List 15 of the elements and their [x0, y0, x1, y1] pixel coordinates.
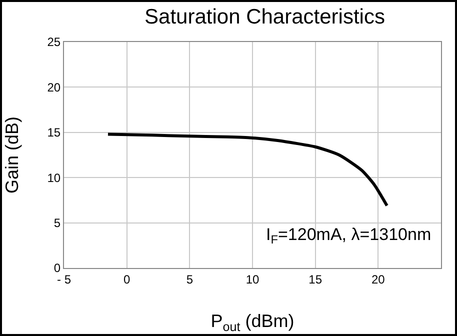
y-tick-label: 15 — [47, 126, 61, 140]
y-tick-label: 5 — [54, 216, 61, 230]
x-axis-title: P$_{out}$ (dBm) — [210, 311, 294, 334]
y-tick-label: 25 — [47, 35, 61, 50]
annotation: I$_{F}$=120mA, λ=1310nm — [266, 225, 432, 247]
line-series — [106, 132, 388, 208]
y-tick-label: 10 — [47, 170, 61, 185]
x-tick-label: 20 — [371, 272, 386, 286]
chart-title: Saturation Characteristics — [144, 5, 385, 28]
x-tick-label: 5 — [186, 272, 194, 286]
x-tick-label: 0 — [123, 272, 130, 286]
y-axis-title: Gain (dB) — [2, 116, 22, 194]
x-tick-label: 10 — [246, 272, 260, 286]
x-tick-label: 15 — [308, 272, 322, 286]
y-tick-label: 20 — [47, 80, 61, 94]
